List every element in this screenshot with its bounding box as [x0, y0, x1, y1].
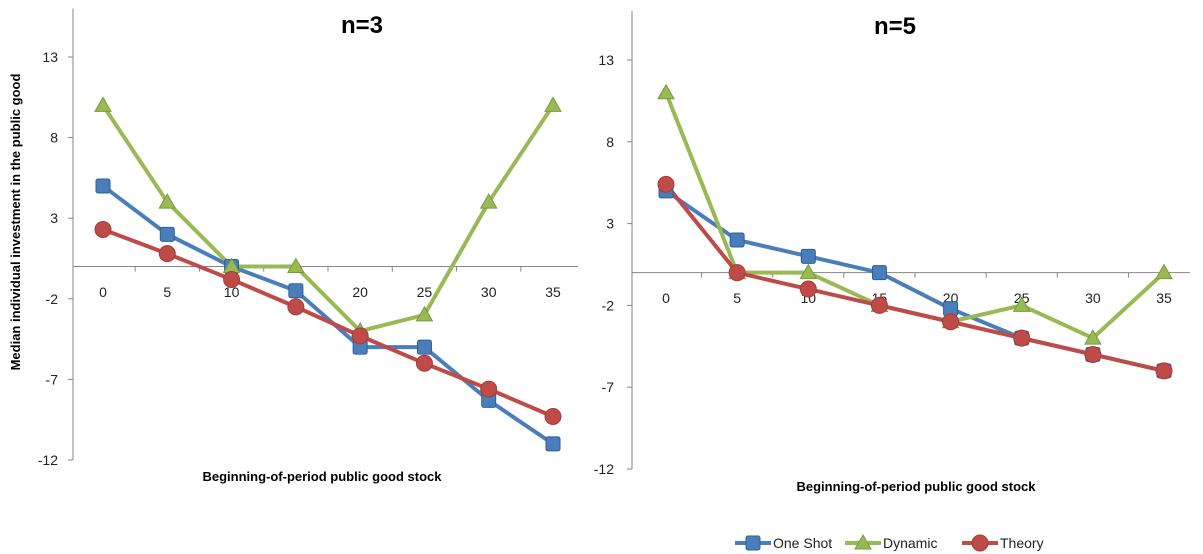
series-line-one-shot — [101, 184, 555, 446]
data-point-dynamic — [415, 305, 434, 322]
x-tick-label: 30 — [481, 284, 497, 300]
x-tick-label: 30 — [1085, 290, 1101, 306]
y-tick-label: -2 — [46, 291, 59, 307]
data-point-theory — [223, 270, 241, 288]
y-tick-label: -7 — [46, 371, 59, 387]
data-point-one-shot — [800, 248, 816, 264]
data-point-dynamic — [544, 96, 562, 112]
legend-label-one-shot: One Shot — [773, 535, 832, 551]
data-point-theory — [1013, 329, 1031, 347]
data-point-one-shot — [545, 436, 561, 452]
y-tick-label: 8 — [50, 130, 58, 146]
x-axis-label: Beginning-of-period public good stock — [202, 469, 442, 484]
data-point-dynamic — [1155, 263, 1173, 280]
data-point-one-shot — [159, 226, 175, 242]
data-point-theory — [480, 380, 498, 398]
series-line-theory — [102, 227, 554, 419]
data-point-theory — [728, 264, 746, 282]
data-point-one-shot — [416, 339, 432, 355]
x-tick-label: 0 — [99, 284, 107, 300]
data-point-theory — [415, 354, 433, 372]
y-tick-label: -12 — [38, 452, 58, 468]
data-point-theory — [94, 220, 112, 238]
x-tick-label: 5 — [163, 284, 171, 300]
y-tick-label: -7 — [602, 379, 615, 395]
data-point-theory — [1155, 362, 1173, 380]
y-tick-label: 3 — [50, 210, 58, 226]
data-point-dynamic — [479, 193, 498, 209]
y-tick-label: -2 — [602, 297, 615, 313]
data-point-one-shot — [288, 283, 304, 299]
data-point-theory — [544, 407, 562, 425]
data-point-one-shot — [729, 232, 745, 248]
y-tick-label: 13 — [42, 49, 58, 65]
legend-label-dynamic: Dynamic — [883, 535, 937, 551]
data-point-theory — [870, 296, 888, 314]
x-tick-label: 10 — [224, 284, 240, 300]
x-tick-label: 35 — [1156, 290, 1172, 306]
x-tick-label: 20 — [352, 284, 368, 300]
data-point-dynamic — [799, 263, 818, 280]
data-point-dynamic — [1083, 329, 1102, 345]
data-point-theory — [799, 280, 817, 298]
chart-title: n=5 — [874, 13, 916, 40]
x-tick-label: 5 — [733, 290, 741, 306]
series-line-theory — [664, 183, 1165, 373]
y-axis-label: Median individual investment in the publ… — [8, 74, 23, 371]
y-tick-label: 13 — [598, 52, 614, 68]
data-point-theory — [287, 298, 305, 316]
chart-n3: 1383-2-7-1205101520253035n=3Beginning-of… — [38, 8, 578, 484]
x-axis-label: Beginning-of-period public good stock — [796, 479, 1036, 494]
chart-title: n=3 — [341, 12, 383, 39]
x-tick-label: 35 — [545, 284, 561, 300]
data-point-dynamic — [286, 257, 305, 274]
legend-marker-one-shot — [745, 535, 761, 551]
data-point-one-shot — [871, 265, 887, 281]
data-point-dynamic — [657, 83, 675, 100]
data-point-theory — [1084, 345, 1102, 363]
data-point-theory — [942, 313, 960, 331]
x-tick-label: 25 — [417, 284, 433, 300]
legend-label-theory: Theory — [1000, 535, 1044, 551]
y-tick-label: -12 — [594, 461, 614, 477]
legend-marker-dynamic — [854, 533, 872, 550]
data-point-one-shot — [95, 178, 111, 194]
data-point-theory — [657, 175, 675, 193]
data-point-dynamic — [1012, 296, 1031, 312]
legend-marker-theory — [971, 534, 989, 552]
data-point-dynamic — [94, 96, 112, 112]
x-tick-label: 0 — [662, 290, 670, 306]
data-point-dynamic — [158, 193, 177, 209]
legend: One Shot Dynamic Theory — [735, 533, 1044, 552]
chart-n5: 1383-2-7-1205101520253035n=5Beginning-of… — [594, 10, 1190, 494]
data-point-theory — [158, 245, 176, 263]
y-tick-label: 3 — [606, 216, 614, 232]
data-point-theory — [351, 327, 369, 345]
y-tick-label: 8 — [606, 134, 614, 150]
series-line-dynamic — [101, 104, 555, 334]
